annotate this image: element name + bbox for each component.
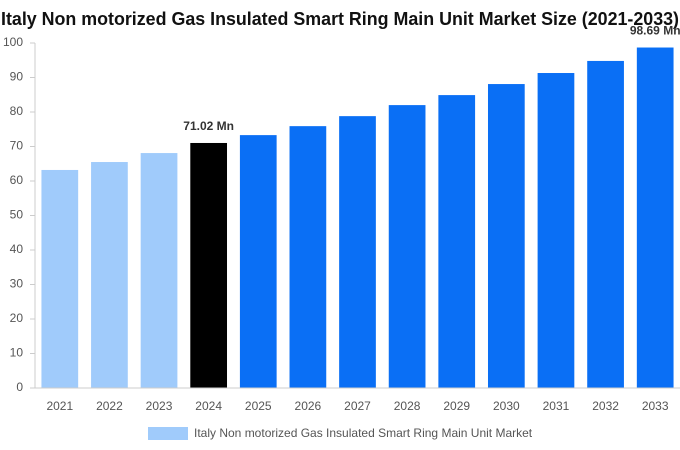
x-tick-label: 2022 [96,399,123,413]
y-tick-label: 30 [10,277,24,291]
y-tick-label: 40 [10,242,24,256]
y-tick-label: 50 [10,208,24,222]
x-tick-label: 2025 [245,399,272,413]
x-tick-label: 2023 [146,399,173,413]
y-tick-label: 60 [10,173,24,187]
x-tick-label: 2021 [46,399,73,413]
x-tick-label: 2027 [344,399,371,413]
bar [438,95,476,388]
bar [388,105,426,388]
x-tick-label: 2031 [543,399,570,413]
bar [587,60,624,388]
y-tick-label: 0 [16,380,23,394]
bar [140,153,178,388]
y-tick-label: 10 [10,346,24,360]
bar [339,116,376,388]
bar [190,142,228,388]
bar [41,169,79,388]
bar [239,135,277,388]
bar [636,47,674,388]
bar [289,126,327,389]
x-tick-label: 2026 [295,399,322,413]
bar [537,73,575,388]
x-tick-label: 2028 [394,399,421,413]
x-tick-label: 2029 [443,399,470,413]
value-label: 98.69 Mn [630,24,680,38]
legend-swatch [148,427,188,440]
bar [91,162,128,388]
y-tick-label: 80 [10,104,24,118]
y-tick-label: 20 [10,311,24,325]
value-label: 71.02 Mn [183,119,234,133]
y-tick-label: 90 [10,70,24,84]
y-tick-label: 100 [3,35,23,49]
x-tick-label: 2024 [195,399,222,413]
y-tick-label: 70 [10,139,24,153]
chart-title: Italy Non motorized Gas Insulated Smart … [1,9,679,29]
x-tick-label: 2030 [493,399,520,413]
x-tick-label: 2032 [592,399,619,413]
legend-label: Italy Non motorized Gas Insulated Smart … [194,426,533,440]
x-tick-label: 2033 [642,399,669,413]
bar [487,84,525,389]
